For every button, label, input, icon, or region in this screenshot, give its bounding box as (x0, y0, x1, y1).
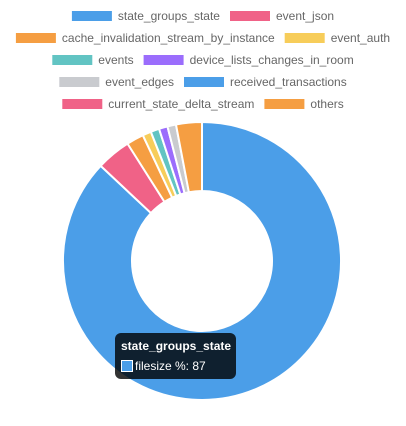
slice-others[interactable] (174, 120, 203, 194)
legend-swatch-event-auth[interactable] (284, 33, 325, 43)
legend-label-events[interactable]: events (98, 53, 133, 67)
chart-legend: state_groups_state event_jsoncache_invali… (15, 9, 390, 111)
legend-swatch-others[interactable] (264, 99, 305, 109)
legend-swatch-events[interactable] (52, 55, 93, 65)
legend-label-current-state-delta-stream[interactable]: current_state_delta_stream (108, 97, 254, 111)
legend-label-others[interactable]: others (310, 97, 343, 111)
legend-label-event-json[interactable]: event_json (276, 9, 334, 23)
legend-label-device-lists-changes-in-room[interactable]: device_lists_changes_in_room (190, 53, 354, 67)
tooltip-color-swatch (121, 360, 133, 372)
legend-swatch-received-transactions[interactable] (184, 77, 224, 87)
legend-label-event-edges[interactable]: event_edges (105, 75, 174, 89)
legend-label-cache-invalidation-stream-by-instance[interactable]: cache_invalidation_stream_by_instance (62, 31, 275, 45)
legend-label-state-groups-state[interactable]: state_groups_state (118, 9, 220, 23)
tooltip-title: state_groups_state (121, 339, 232, 353)
tooltip-row: filesize %: 87 (121, 359, 230, 373)
chart-tooltip: state_groups_state filesize %: 87 (115, 333, 236, 379)
legend-swatch-event-edges[interactable] (59, 77, 100, 87)
legend-swatch-device-lists-changes-in-room[interactable] (143, 55, 184, 65)
legend-swatch-state-groups-state[interactable] (71, 11, 112, 21)
doughnut-slices (62, 120, 342, 401)
legend-swatch-cache-invalidation-stream-by-instance[interactable] (15, 33, 56, 43)
legend-swatch-event-json[interactable] (230, 11, 270, 21)
legend-label-event-auth[interactable]: event_auth (331, 31, 390, 45)
slice-state-groups-state[interactable] (62, 120, 342, 401)
legend-swatch-current-state-delta-stream[interactable] (62, 99, 103, 109)
tooltip-value: filesize %: 87 (135, 359, 206, 373)
legend-label-received-transactions[interactable]: received_transactions (230, 75, 347, 89)
